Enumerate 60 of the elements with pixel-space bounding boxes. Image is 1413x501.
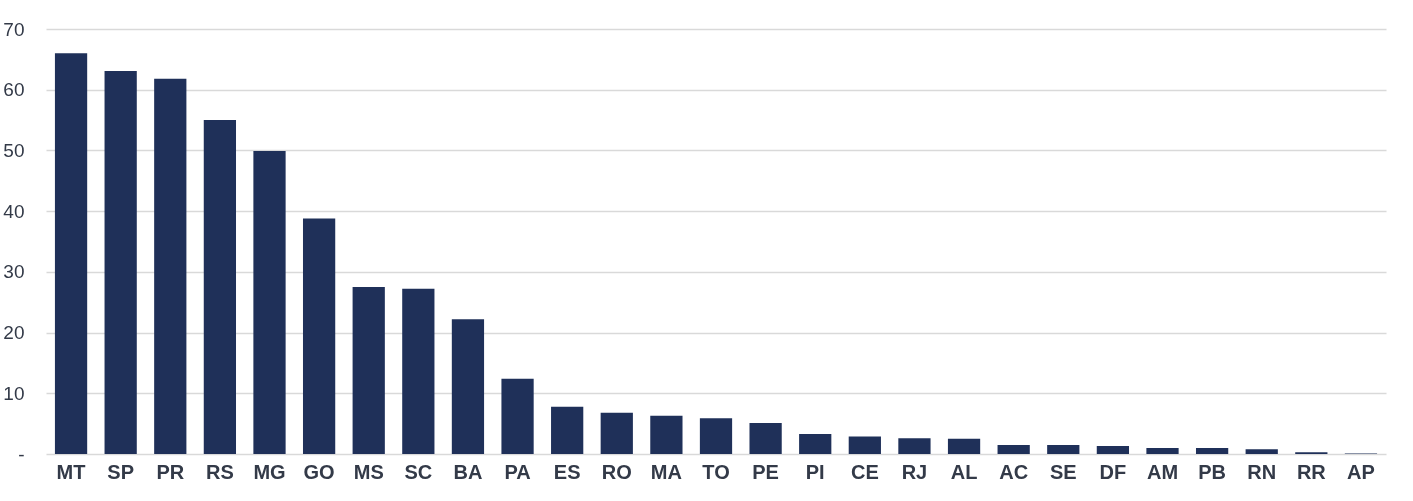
bar bbox=[302, 218, 336, 454]
bar bbox=[848, 436, 881, 454]
bar bbox=[749, 423, 782, 454]
y-tick-label: 50 bbox=[3, 139, 25, 161]
bar bbox=[352, 287, 385, 454]
x-tick-label: PB bbox=[1198, 460, 1227, 483]
y-tick-label: - bbox=[18, 443, 25, 465]
bar bbox=[253, 151, 286, 454]
x-tick-label: TO bbox=[702, 460, 730, 483]
x-tick-label: RR bbox=[1296, 460, 1327, 483]
x-tick-label: SC bbox=[404, 460, 433, 483]
x-tick-label: MG bbox=[253, 460, 286, 483]
bar bbox=[1245, 449, 1278, 454]
bar bbox=[402, 288, 435, 454]
x-tick-label: MS bbox=[353, 460, 384, 483]
bar bbox=[451, 319, 485, 454]
x-tick-label: RS bbox=[205, 460, 234, 483]
x-tick-label: RJ bbox=[901, 460, 928, 483]
bar bbox=[54, 53, 88, 454]
bar bbox=[947, 438, 981, 454]
y-tick-label: 60 bbox=[3, 79, 25, 101]
bar bbox=[997, 444, 1030, 454]
x-tick-label: PI bbox=[805, 460, 825, 483]
x-tick-label: MA bbox=[650, 460, 682, 483]
bar bbox=[600, 412, 633, 454]
x-tick-label: PA bbox=[504, 460, 531, 483]
x-tick-label: BA bbox=[453, 460, 483, 483]
y-tick-label: 70 bbox=[3, 18, 25, 40]
bar bbox=[1047, 444, 1080, 454]
bar bbox=[203, 120, 237, 454]
x-tick-label: AM bbox=[1146, 460, 1179, 483]
x-tick-label: DF bbox=[1099, 460, 1127, 483]
y-tick-label: 40 bbox=[3, 200, 25, 222]
y-tick-label: 20 bbox=[3, 322, 25, 344]
x-tick-label: AC bbox=[999, 460, 1029, 483]
x-tick-label: AL bbox=[950, 460, 978, 483]
bar bbox=[650, 415, 683, 454]
bar bbox=[154, 78, 187, 454]
x-tick-label: AP bbox=[1347, 460, 1375, 483]
x-tick-label: PR bbox=[156, 460, 185, 483]
x-tick-label: MT bbox=[56, 460, 86, 483]
bar bbox=[1096, 446, 1130, 454]
x-tick-label: SE bbox=[1049, 460, 1077, 483]
bar bbox=[501, 378, 534, 454]
y-tick-label: 30 bbox=[3, 261, 25, 283]
x-tick-label: GO bbox=[303, 460, 335, 483]
x-tick-label: ES bbox=[553, 460, 581, 483]
bar bbox=[699, 418, 733, 454]
bar bbox=[104, 70, 137, 454]
x-tick-label: SP bbox=[107, 460, 135, 483]
bar bbox=[898, 438, 931, 454]
x-tick-label: RO bbox=[601, 460, 632, 483]
bar bbox=[1146, 447, 1179, 454]
x-tick-label: CE bbox=[850, 460, 879, 483]
bar bbox=[1195, 447, 1229, 454]
bar bbox=[799, 433, 832, 454]
bar bbox=[551, 406, 584, 454]
y-tick-label: 10 bbox=[3, 382, 25, 404]
x-tick-label: RN bbox=[1247, 460, 1277, 483]
x-tick-label: PE bbox=[752, 460, 779, 483]
